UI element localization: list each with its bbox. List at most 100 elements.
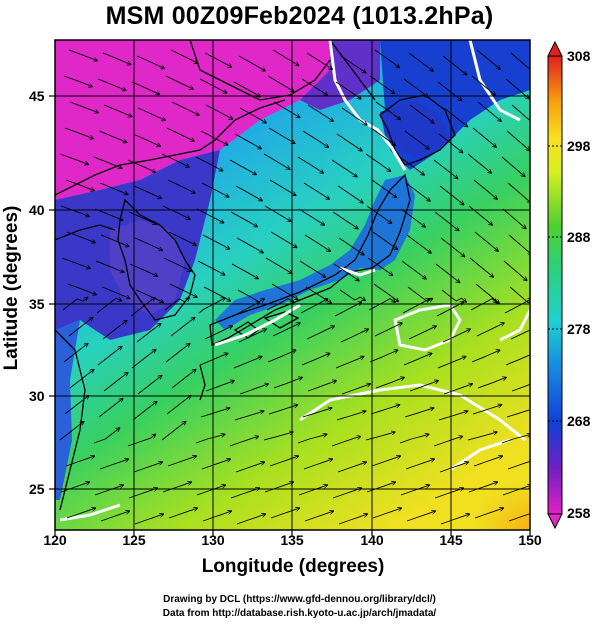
wind-streamline bbox=[97, 78, 126, 90]
wind-streamline bbox=[100, 234, 129, 247]
wind-streamline bbox=[161, 153, 189, 167]
wind-streamline bbox=[133, 185, 161, 198]
page-title: MSM 00Z09Feb2024 (1013.2hPa) bbox=[105, 2, 494, 30]
wind-streamline bbox=[171, 101, 199, 115]
wind-streamline bbox=[137, 107, 165, 120]
wind-streamline bbox=[195, 156, 223, 171]
x-tick-label: 135 bbox=[280, 532, 304, 548]
wind-streamline bbox=[437, 357, 466, 369]
wind-streamline bbox=[99, 182, 128, 194]
wind-streamline bbox=[163, 257, 191, 271]
wind-streamline bbox=[229, 159, 256, 175]
wind-streamline bbox=[434, 488, 463, 499]
wind-streamline bbox=[98, 399, 123, 418]
wind-streamlines bbox=[59, 49, 530, 525]
wind-streamline bbox=[65, 456, 94, 467]
wind-streamline bbox=[169, 283, 197, 297]
wind-streamline bbox=[306, 326, 334, 340]
wind-streamline bbox=[234, 133, 261, 149]
wind-streamline bbox=[270, 508, 299, 519]
wind-streamline bbox=[103, 373, 128, 392]
wind-streamline bbox=[511, 383, 530, 392]
wind-streamline bbox=[504, 299, 530, 314]
wind-streamline bbox=[436, 302, 464, 317]
wind-streamline bbox=[403, 78, 428, 97]
wind-streamline bbox=[66, 231, 95, 243]
wind-streamline bbox=[63, 344, 88, 363]
wind-streamline bbox=[433, 159, 458, 179]
wind-streamline bbox=[129, 263, 157, 276]
wind-streamline bbox=[341, 384, 370, 395]
wind-streamline bbox=[302, 408, 332, 418]
wind-streamline bbox=[233, 357, 262, 369]
wind-streamline bbox=[336, 133, 362, 151]
wind-streamline bbox=[511, 104, 530, 122]
wind-streamline bbox=[196, 208, 224, 223]
wind-streamline bbox=[69, 370, 94, 389]
wind-streamline bbox=[263, 432, 293, 441]
wind-streamline bbox=[333, 263, 359, 281]
wind-streamline bbox=[128, 211, 156, 224]
wind-streamline bbox=[369, 75, 395, 93]
wind-streamline bbox=[128, 488, 157, 499]
x-tick-label: 150 bbox=[518, 532, 542, 548]
wind-streamline bbox=[264, 482, 293, 493]
wind-streamline bbox=[469, 257, 493, 277]
wind-streamline bbox=[238, 55, 265, 71]
wind-streamline bbox=[331, 437, 360, 447]
wind-streamline bbox=[127, 434, 155, 447]
wind-streamline bbox=[64, 127, 93, 139]
wind-streamline bbox=[332, 488, 361, 499]
wind-streamline bbox=[136, 324, 161, 343]
wind-streamline bbox=[374, 323, 402, 337]
wind-streamline bbox=[508, 234, 530, 255]
wind-streamline bbox=[404, 130, 429, 149]
wind-streamline bbox=[137, 376, 162, 395]
wind-streamline bbox=[331, 159, 357, 177]
wind-streamline bbox=[406, 234, 431, 253]
wind-streamline bbox=[231, 263, 258, 279]
wind-streamline bbox=[435, 263, 460, 283]
wind-streamline bbox=[268, 127, 295, 143]
wind-streamline bbox=[196, 485, 225, 496]
wind-streamline bbox=[134, 514, 163, 525]
wind-streamline bbox=[408, 326, 436, 340]
wind-streamline bbox=[234, 411, 264, 421]
wind-streamline bbox=[168, 508, 197, 519]
wind-streamline bbox=[96, 298, 122, 314]
wind-streamline bbox=[167, 456, 196, 467]
wind-streamline bbox=[399, 434, 429, 444]
wind-streamline bbox=[371, 179, 396, 197]
wind-streamline bbox=[477, 101, 501, 121]
wind-streamline bbox=[501, 156, 525, 177]
colorbar bbox=[547, 40, 563, 530]
wind-streamline bbox=[132, 133, 160, 146]
wind-streamline bbox=[168, 231, 196, 245]
wind-streamline bbox=[204, 52, 232, 67]
wind-streamline bbox=[102, 52, 131, 65]
wind-streamline bbox=[264, 205, 291, 221]
wind-streamline bbox=[443, 107, 468, 127]
wind-streamline bbox=[94, 485, 123, 496]
wind-streamline bbox=[164, 298, 189, 311]
y-tick-label: 25 bbox=[29, 481, 45, 497]
wind-streamline bbox=[64, 396, 89, 415]
wind-streamline bbox=[337, 185, 363, 203]
wind-streamline bbox=[472, 405, 502, 415]
y-tick-label: 30 bbox=[29, 388, 45, 404]
axis-ticks bbox=[49, 95, 531, 536]
wind-streamline bbox=[370, 405, 400, 415]
wind-streamline bbox=[402, 299, 430, 314]
wind-streamline bbox=[170, 49, 198, 63]
wind-streamline bbox=[406, 511, 435, 522]
wind-streamline bbox=[297, 156, 323, 173]
wind-streamline bbox=[103, 104, 132, 117]
wind-streamline bbox=[233, 81, 260, 97]
wind-streamline bbox=[307, 381, 336, 392]
x-tick-label: 125 bbox=[122, 532, 146, 548]
wind-streamline bbox=[372, 231, 397, 249]
x-tick-label: 140 bbox=[360, 532, 384, 548]
wind-streamline bbox=[167, 179, 195, 193]
wind-streamline bbox=[134, 237, 162, 250]
wind-streamline bbox=[59, 422, 84, 441]
